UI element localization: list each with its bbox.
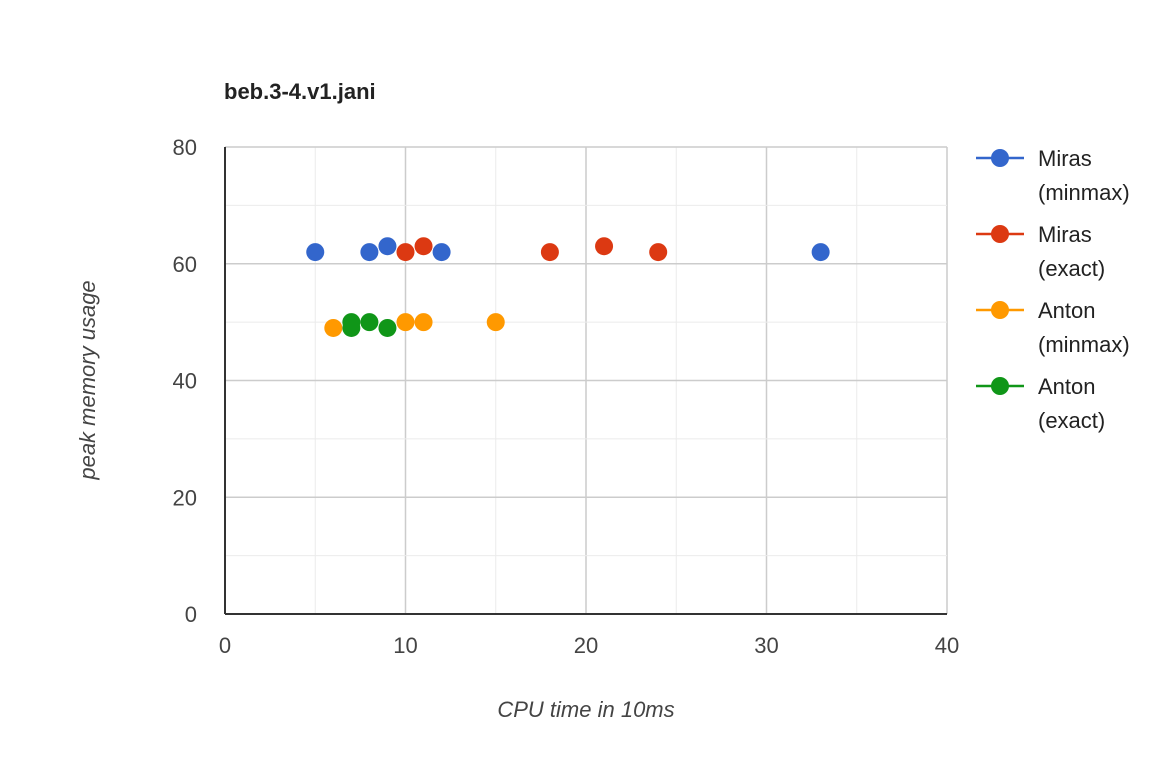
legend-item: Anton (minmax) xyxy=(976,298,1130,357)
data-point xyxy=(414,313,433,332)
data-point xyxy=(540,243,559,262)
legend-item: Anton (exact) xyxy=(976,374,1105,433)
chart-title: beb.3-4.v1.jani xyxy=(224,79,376,104)
legend: Miras(minmax)Miras(exact)Anton(minmax)An… xyxy=(976,146,1130,433)
y-axis-label: peak memory usage xyxy=(75,280,100,480)
data-point xyxy=(396,243,415,262)
data-point xyxy=(306,243,325,262)
data-point xyxy=(342,313,361,332)
legend-item: Miras (exact) xyxy=(976,222,1105,281)
y-tick-label: 0 xyxy=(185,602,197,627)
data-point xyxy=(324,318,343,337)
legend-marker xyxy=(991,149,1009,167)
y-tick-label: 80 xyxy=(173,135,197,160)
data-point xyxy=(414,237,433,256)
series-4 xyxy=(342,313,397,337)
data-point xyxy=(486,313,505,332)
x-tick-label: 0 xyxy=(219,633,231,658)
legend-item: Miras (minmax) xyxy=(976,146,1130,205)
data-point xyxy=(360,313,379,332)
legend-label: (minmax) xyxy=(1038,180,1130,205)
x-tick-label: 10 xyxy=(393,633,417,658)
data-point xyxy=(378,237,397,256)
grid-lines xyxy=(224,146,948,615)
data-point xyxy=(360,243,379,262)
x-tick-label: 20 xyxy=(574,633,598,658)
series-3 xyxy=(324,313,505,337)
data-point xyxy=(432,243,451,262)
series-1 xyxy=(306,237,830,262)
y-tick-label: 60 xyxy=(173,252,197,277)
y-tick-label: 20 xyxy=(173,485,197,510)
data-point xyxy=(396,313,415,332)
x-tick-label: 40 xyxy=(935,633,959,658)
legend-label: Anton xyxy=(1038,298,1096,323)
axes xyxy=(224,147,947,615)
legend-marker xyxy=(991,225,1009,243)
x-tick-label: 30 xyxy=(754,633,778,658)
series-2 xyxy=(396,237,668,262)
data-point xyxy=(811,243,830,262)
legend-label: (exact) xyxy=(1038,408,1105,433)
tick-labels: 0 10 20 30 40 0 20 40 60 80 xyxy=(173,135,960,658)
data-point xyxy=(649,243,668,262)
legend-label: Anton xyxy=(1038,374,1096,399)
y-tick-label: 40 xyxy=(173,369,197,394)
data-point xyxy=(378,318,397,337)
legend-label: Miras xyxy=(1038,222,1092,247)
data-points xyxy=(306,237,830,337)
legend-label: Miras xyxy=(1038,146,1092,171)
data-point xyxy=(595,237,614,256)
legend-label: (minmax) xyxy=(1038,332,1130,357)
legend-marker xyxy=(991,301,1009,319)
legend-label: (exact) xyxy=(1038,256,1105,281)
legend-marker xyxy=(991,377,1009,395)
x-axis-label: CPU time in 10ms xyxy=(497,697,674,722)
